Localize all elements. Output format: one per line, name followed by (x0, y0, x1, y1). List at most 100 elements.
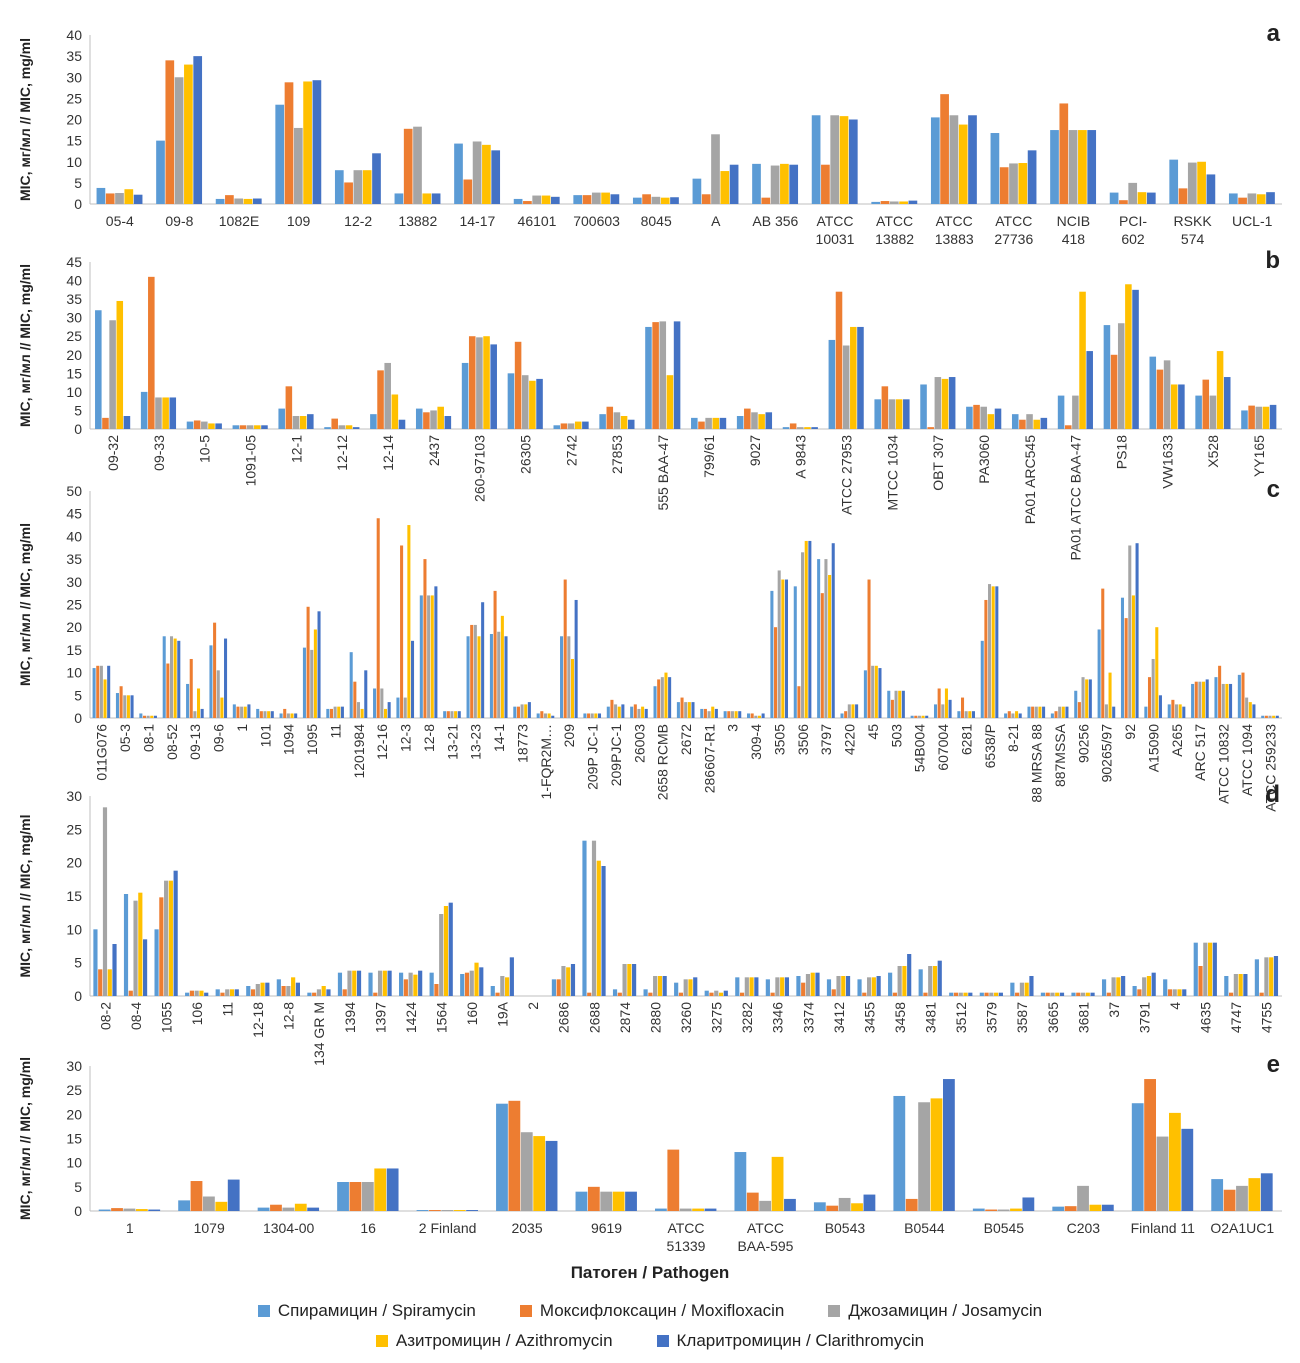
bar-clarithromycin (808, 540, 812, 718)
x-tick-label: 3797 (818, 724, 834, 755)
bar-spiramycin (811, 115, 821, 204)
x-tick-label: NCIB (1057, 213, 1090, 229)
x-tick-label: 1394 (342, 1002, 358, 1033)
bar-moxifloxacin (283, 708, 287, 718)
bar-josamycin (310, 649, 314, 718)
x-tick-label: 92 (1122, 724, 1138, 740)
bar-josamycin (1255, 406, 1263, 429)
bar-josamycin (941, 704, 945, 718)
bar-moxifloxacin (463, 179, 473, 204)
bar-moxifloxacin (642, 194, 651, 204)
bar-azithromycin (841, 976, 846, 996)
bar-josamycin (203, 1196, 215, 1211)
bar-moxifloxacin (905, 1198, 918, 1211)
bar-clarithromycin (431, 193, 441, 204)
bar-moxifloxacin (774, 627, 778, 718)
bar-moxifloxacin (236, 706, 240, 718)
bar-azithromycin (138, 892, 143, 996)
bar-clarithromycin (1086, 351, 1093, 429)
bar-azithromycin (541, 195, 551, 204)
y-tick-label: 25 (66, 328, 82, 344)
bar-josamycin (286, 713, 290, 718)
bar-azithromycin (570, 658, 575, 718)
bar-moxifloxacin (890, 699, 894, 718)
bar-spiramycin (368, 972, 373, 996)
bar-clarithromycin (1182, 706, 1186, 718)
bar-clarithromycin (811, 427, 818, 429)
bar-moxifloxacin (746, 1192, 759, 1211)
bar-azithromycin (963, 992, 968, 996)
bar-clarithromycin (356, 970, 362, 996)
bar-clarithromycin (317, 611, 321, 718)
bar-spiramycin (337, 972, 343, 996)
y-axis-label: MIC, мг/мл // MIC, mg/ml (17, 38, 33, 201)
bar-azithromycin (290, 713, 294, 718)
bar-josamycin (282, 1207, 295, 1211)
x-tick-label: 1201984 (351, 724, 367, 779)
bar-josamycin (659, 321, 667, 429)
legend-label-josamycin: Джозамицин / Josamycin (848, 1301, 1043, 1320)
x-tick-label: 109 (287, 213, 311, 229)
bar-azithromycin (321, 986, 326, 996)
bar-clarithromycin (1022, 1197, 1035, 1211)
bar-moxifloxacin (701, 194, 711, 204)
bar-spiramycin (324, 427, 331, 429)
bar-azithromycin (899, 201, 908, 204)
bar-clarithromycin (621, 704, 625, 718)
bar-josamycin (711, 134, 720, 204)
bar-moxifloxacin (98, 969, 103, 996)
bar-josamycin (637, 708, 641, 718)
bar-josamycin (707, 711, 711, 718)
x-tick-label: 16 (360, 1220, 376, 1236)
bar-josamycin (889, 201, 899, 204)
bar-clarithromycin (673, 321, 681, 429)
bar-josamycin (123, 1208, 136, 1211)
bar-azithromycin (483, 336, 490, 429)
bar-azithromycin (1216, 351, 1224, 429)
bar-josamycin (591, 192, 601, 204)
y-axis-label: MIC, мг/мл // MIC, mg/ml (17, 815, 33, 978)
x-tick-label: 2035 (511, 1220, 542, 1236)
bar-josamycin (430, 410, 437, 429)
bar-azithromycin (810, 972, 815, 996)
bar-clarithromycin (227, 1179, 240, 1211)
bar-moxifloxacin (1076, 992, 1081, 996)
bar-moxifloxacin (914, 715, 918, 718)
x-tick-label: 1424 (403, 1002, 419, 1033)
bar-azithromycin (360, 708, 364, 718)
bar-josamycin (964, 711, 968, 718)
bar-spiramycin (813, 1202, 826, 1211)
x-tick-label: A 9843 (793, 435, 809, 479)
bar-azithromycin (1256, 194, 1266, 204)
bar-spiramycin (460, 974, 465, 996)
bar-josamycin (225, 989, 230, 996)
bar-clarithromycin (627, 419, 635, 429)
x-tick-label: 3512 (953, 1002, 969, 1033)
bar-clarithromycin (761, 713, 765, 718)
bar-spiramycin (536, 713, 540, 718)
bar-azithromycin (337, 706, 341, 718)
bar-spiramycin (632, 197, 642, 204)
y-tick-label: 5 (74, 955, 82, 971)
bar-azithromycin (126, 695, 130, 718)
bar-clarithromycin (1088, 679, 1092, 718)
x-tick-label: PA01 ATCC BAA-47 (1068, 435, 1084, 561)
x-tick-label: 3681 (1075, 1002, 1091, 1033)
bar-josamycin (867, 977, 872, 996)
x-tick-label: 1094 (281, 724, 297, 755)
x-tick-label: 09-32 (105, 435, 121, 471)
bar-azithromycin (851, 704, 855, 718)
bar-josamycin (169, 636, 174, 718)
x-tick-label: 209P JC-1 (585, 724, 601, 790)
x-tick-label: B0544 (904, 1220, 945, 1236)
bar-moxifloxacin (259, 711, 263, 718)
bar-josamycin (109, 320, 116, 429)
x-tick-label: 503 (888, 724, 904, 748)
bar-clarithromycin (1132, 289, 1139, 429)
bar-josamycin (1156, 1136, 1169, 1211)
bar-azithromycin (352, 970, 357, 996)
bar-azithromycin (1010, 1208, 1022, 1211)
bar-clarithromycin (509, 957, 514, 996)
bar-azithromycin (734, 711, 738, 718)
